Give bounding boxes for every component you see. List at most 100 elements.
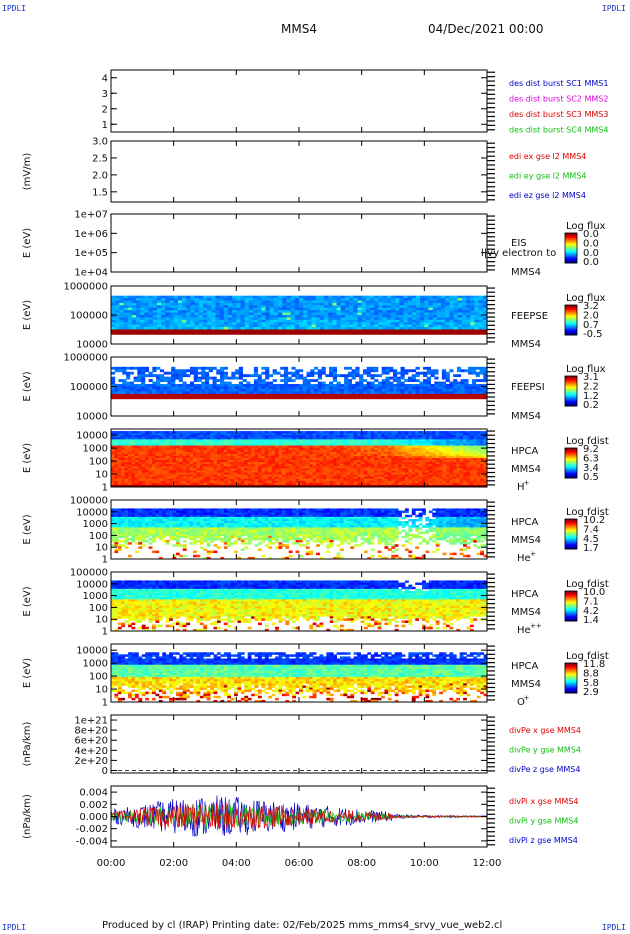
y-tick-label: 10000 xyxy=(76,646,108,657)
overlay-text: l|vy electron to xyxy=(481,248,556,259)
legend-entry: edi ex gse l2 MMS4 xyxy=(509,152,586,161)
colorbar-tick: 7.4 xyxy=(583,524,599,535)
legend-burst: des dist burst SC1 MMS1 des dist burst SC… xyxy=(509,79,608,135)
y-tick-label: 2e+20 xyxy=(74,756,108,767)
y-tick-label: 1e+21 xyxy=(74,716,108,727)
y-tick-label: -0.002 xyxy=(76,824,108,835)
panel-feepsi: 1000000 100000 10000 E (eV) FEEPSI MMS4 Log fl… xyxy=(22,353,606,423)
heatmap-hpca-o xyxy=(111,652,488,703)
colorbar-tick: 11.8 xyxy=(583,659,605,670)
heatmap-hpca-he xyxy=(111,508,488,560)
y-tick-label: 3.0 xyxy=(92,137,108,148)
y-axis-label: (mV/m) xyxy=(22,153,33,191)
legend-entry: divPi y gse MMS4 xyxy=(509,817,578,826)
y-tick-label: 10000 xyxy=(76,579,108,590)
species-label: He xyxy=(517,553,531,564)
y-tick-label: 8e+20 xyxy=(74,726,108,737)
species-charge: + xyxy=(530,550,536,558)
instrument-name: HPCA xyxy=(511,661,539,672)
divpi-trace-x xyxy=(110,801,488,831)
legend-entry: des dist burst SC1 MMS1 xyxy=(509,79,608,88)
y-tick-label: 100000 xyxy=(70,496,108,507)
colorbar-tick: 0.0 xyxy=(583,248,599,259)
colorbar-label: Log fdist xyxy=(566,651,609,662)
panel-eis: 1e+07 1e+06 1e+05 1e+04 E (eV) EIS MMS4 l|vy el… xyxy=(22,210,606,279)
y-tick-label: 1 xyxy=(102,698,108,709)
colorbar-tick: 1.2 xyxy=(583,391,599,402)
y-tick-label: 1000 xyxy=(83,591,108,602)
corner-label-bottom-left: IPDLI xyxy=(2,923,27,932)
colorbar-tick: 0.0 xyxy=(583,229,599,240)
x-tick-label: 10:00 xyxy=(410,858,439,869)
colorbar-label: Log fdist xyxy=(566,436,609,447)
colorbar-tick: 0.0 xyxy=(583,238,599,249)
colorbar-label: Log flux xyxy=(566,221,606,232)
y-tick-label: 1 xyxy=(102,555,108,566)
y-axis-label: E (eV) xyxy=(22,514,33,544)
y-tick-label: 10000 xyxy=(76,340,108,351)
corner-label-top-right: IPDLI xyxy=(601,4,626,13)
chart-title: MMS4 xyxy=(281,22,317,36)
colorbar-tick: 6.3 xyxy=(583,453,599,464)
y-tick-label: 10 xyxy=(95,615,108,626)
y-tick-label: 100000 xyxy=(70,568,108,579)
y-axis-label: (nPa/km) xyxy=(22,794,33,839)
y-axis-label: (nPa/km) xyxy=(22,722,33,767)
y-ticks: 10000 1000 100 10 1 xyxy=(76,645,495,709)
panel-frame xyxy=(110,140,488,203)
y-tick-label: 1000 xyxy=(83,444,108,455)
y-tick-label: 100 xyxy=(89,672,108,683)
spacecraft-name: MMS4 xyxy=(511,679,541,690)
y-tick-label: 100 xyxy=(89,457,108,468)
instrument-labels: HPCA MMS4 He ++ xyxy=(511,589,542,636)
species-label: O xyxy=(517,697,525,708)
x-tick-label: 12:00 xyxy=(473,858,502,869)
y-tick-label: 2.0 xyxy=(92,170,108,181)
y-axis-label: E (eV) xyxy=(22,658,33,688)
instrument-name: FEEPSE xyxy=(511,311,548,322)
x-axis: 00:00 02:00 04:00 06:00 08:00 10:00 12:00 xyxy=(97,70,502,869)
y-tick-label: 4e+20 xyxy=(74,746,108,757)
legend-entry: des dist burst SC2 MMS2 xyxy=(509,95,608,104)
colorbar-tick: 7.1 xyxy=(583,596,599,607)
colorbar-tick: 2.9 xyxy=(583,687,599,698)
y-tick-label: 1.5 xyxy=(92,187,108,198)
species-label: He xyxy=(517,625,531,636)
instrument-labels: EIS MMS4 l|vy electron to xyxy=(481,238,556,278)
y-tick-label: 1000 xyxy=(83,659,108,670)
x-tick-label: 08:00 xyxy=(347,858,376,869)
legend-entry: edi ey gse l2 MMS4 xyxy=(509,172,587,181)
x-tick-label: 00:00 xyxy=(97,858,126,869)
x-tick-label: 04:00 xyxy=(222,858,251,869)
legend-entry: divPi x gse MMS4 xyxy=(509,797,578,806)
y-tick-label: 1 xyxy=(102,120,108,131)
legend-edi: edi ex gse l2 MMS4 edi ey gse l2 MMS4 edi … xyxy=(509,152,587,200)
legend-entry: divPe x gse MMS4 xyxy=(509,726,581,735)
y-tick-label: 100 xyxy=(89,603,108,614)
chart-date: 04/Dec/2021 00:00 xyxy=(428,22,544,36)
colorbar-tick: 3.1 xyxy=(583,372,599,383)
instrument-name: FEEPSI xyxy=(511,382,545,393)
panel-frame xyxy=(110,213,488,273)
y-tick-label: 4 xyxy=(102,73,108,84)
panel-hpca-h: 10000 1000 100 10 1 E (eV) HPCA MMS4 H+ Log fdist… xyxy=(22,428,609,494)
spacecraft-name: MMS4 xyxy=(511,411,541,422)
colorbar-tick: 1.7 xyxy=(583,543,599,554)
legend-divpi: divPi x gse MMS4 divPi y gse MMS4 divPi z … xyxy=(509,797,578,845)
species-label: H xyxy=(517,482,525,493)
x-tick-label: 02:00 xyxy=(159,858,188,869)
colorbar-tick: 0.2 xyxy=(583,400,599,411)
spacecraft-name: MMS4 xyxy=(511,464,541,475)
colorbar-tick: 0.0 xyxy=(583,257,599,268)
colorbar-label: Log flux xyxy=(566,293,606,304)
